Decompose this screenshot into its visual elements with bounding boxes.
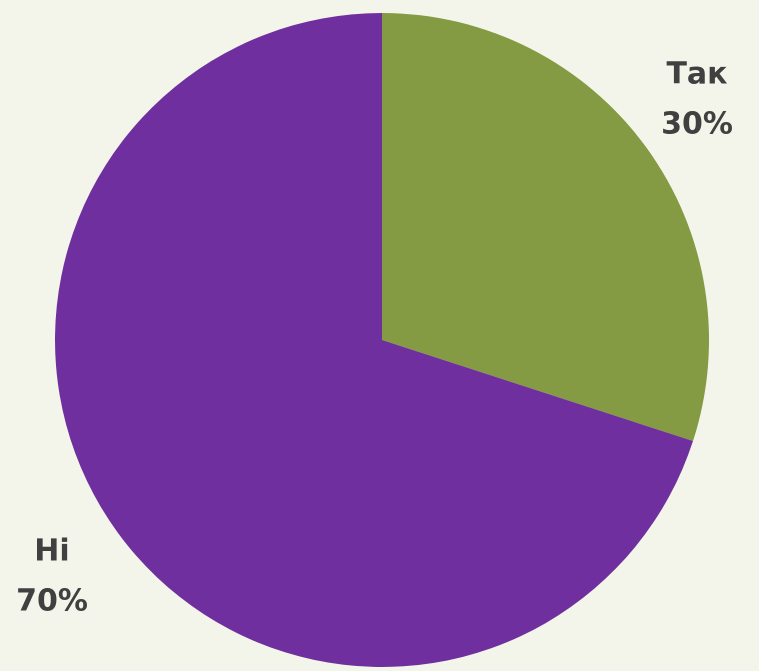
pie-slice (382, 13, 709, 442)
value-label: 70% (16, 584, 88, 619)
value-label: 30% (661, 107, 733, 142)
slice-label: Так (666, 57, 727, 92)
slice-label: Ні (34, 534, 69, 569)
pie-slice (54, 13, 693, 667)
